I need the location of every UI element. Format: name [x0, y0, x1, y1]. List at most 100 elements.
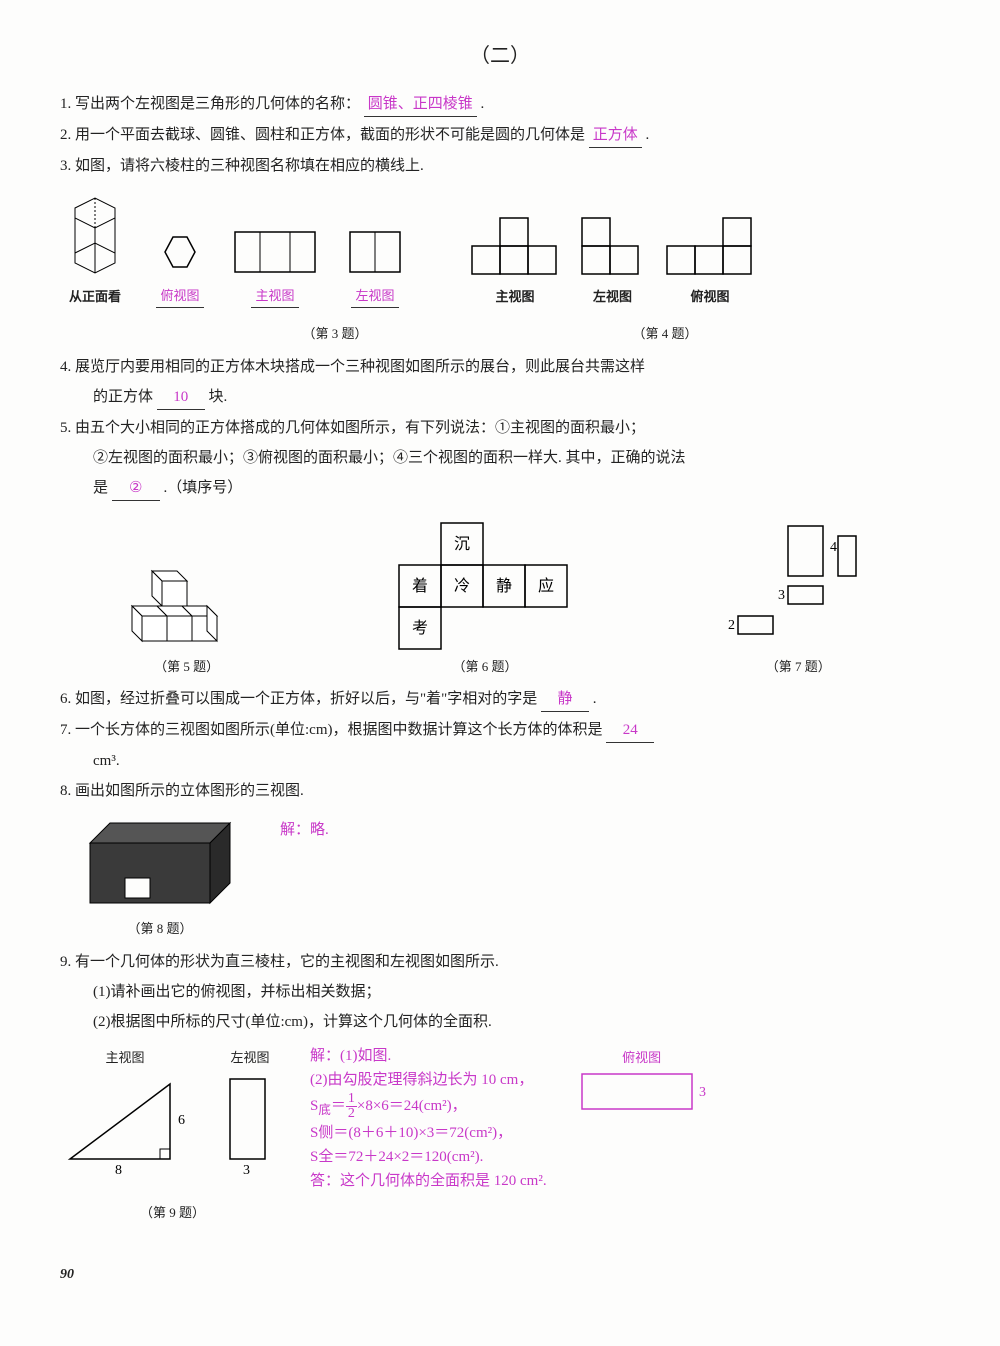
- q7-dim-b: 3: [778, 588, 785, 603]
- q4-top-view: 俯视图: [665, 213, 755, 308]
- q4-main-icon: [470, 213, 560, 283]
- q9-sol-l3c: ×8×6＝24(cm²)，: [357, 1098, 467, 1114]
- q4-line1: 4. 展览厅内要用相同的正方体木块搭成一个三种视图如图所示的展台，则此展台共需这…: [60, 359, 645, 375]
- q7-caption: （第 7 题）: [718, 657, 878, 678]
- q4-line2a: 的正方体: [93, 389, 153, 405]
- q7-answer: 24: [606, 718, 654, 743]
- q5-caption: （第 5 题）: [122, 657, 252, 678]
- q9-left-rect-icon: 3: [220, 1069, 280, 1179]
- q6-net-icon: 沉 着 冷 静 应 考: [395, 521, 575, 651]
- q3-text: 3. 如图，请将六棱柱的三种视图名称填在相应的横线上.: [60, 158, 424, 174]
- q9-sub2: (2)根据图中所标的尺寸(单位:cm)，计算这个几何体的全面积.: [60, 1010, 940, 1034]
- q3-caption: （第 3 题）: [302, 324, 367, 345]
- q3-main-rect-icon: [230, 222, 320, 282]
- q9-main-figure: 主视图 6 8: [60, 1044, 190, 1179]
- question-4-line2: 的正方体 10 块.: [60, 385, 940, 410]
- q9-sol-l3: S底＝12×8×6＝24(cm²)，: [310, 1092, 547, 1121]
- q7-text: 7. 一个长方体的三视图如图所示(单位:cm)，根据图中数据计算这个长方体的体积…: [60, 722, 603, 738]
- q5-line3b: .（填序号）: [164, 480, 243, 496]
- q4-line2b: 块.: [209, 389, 228, 405]
- q1-answer: 圆锥、正四棱锥: [364, 92, 477, 117]
- hexagon-icon: [150, 222, 210, 282]
- q9-main-label: 主视图: [60, 1048, 190, 1069]
- question-2: 2. 用一个平面去截球、圆锥、圆柱和正方体，截面的形状不可能是圆的几何体是 正方…: [60, 123, 940, 148]
- q3-main-view: 主视图: [230, 222, 320, 308]
- q7-views-icon: 4 3 2: [718, 521, 878, 651]
- q2-answer: 正方体: [589, 123, 642, 148]
- q4-label-0: 主视图: [470, 287, 560, 308]
- q6-text: 6. 如图，经过折叠可以围成一个正方体，折好以后，与"着"字相对的字是: [60, 691, 537, 707]
- q3-front-label: 从正面看: [60, 287, 130, 308]
- q2-text: 2. 用一个平面去截球、圆锥、圆柱和正方体，截面的形状不可能是圆的几何体是: [60, 127, 585, 143]
- q8-figure: （第 8 题）: [80, 813, 240, 940]
- question-5-line2: ②左视图的面积最小；③俯视图的面积最小；④三个视图的面积一样大. 其中，正确的说…: [60, 446, 940, 470]
- q3-left-view: 左视图: [340, 222, 410, 308]
- q1-tail: .: [481, 96, 485, 112]
- q5-answer: ②: [112, 476, 160, 501]
- question-7-unit: cm³.: [60, 749, 940, 773]
- q9-sol-l6: 答：这个几何体的全面积是 120 cm².: [310, 1169, 547, 1193]
- q9-sol-l1: 解：(1)如图.: [310, 1044, 547, 1068]
- question-5-line3: 是 ② .（填序号）: [60, 476, 940, 501]
- q6-figure: 沉 着 冷 静 应 考 （第 6 题）: [395, 521, 575, 678]
- question-8: 8. 画出如图所示的立体图形的三视图.: [60, 779, 940, 803]
- q3-label-0: 俯视图: [156, 286, 204, 308]
- q7-figure: 4 3 2 （第 7 题）: [718, 521, 878, 678]
- q4-answer: 10: [157, 385, 205, 410]
- q9-triangle-icon: 6 8: [60, 1069, 190, 1179]
- q9-top-dim: 3: [699, 1085, 706, 1100]
- q9-top-label: 俯视图: [577, 1048, 707, 1069]
- q3-q4-figures-row: 从正面看 俯视图 主视图 左视图 主视图: [60, 188, 940, 308]
- q5-figure: （第 5 题）: [122, 561, 252, 678]
- q9-dim-b: 6: [178, 1113, 185, 1128]
- q5-line1: 5. 由五个大小相同的正方体搭成的几何体如图所示，有下列说法：①主视图的面积最小…: [60, 420, 645, 436]
- q6-answer: 静: [541, 687, 589, 712]
- q9-sol-l3b: ＝: [331, 1098, 346, 1114]
- q9-sol-l3sub: 底: [318, 1103, 331, 1117]
- q8-answer: 解：略.: [280, 818, 329, 842]
- q4-left-view: 左视图: [580, 213, 645, 308]
- q9-caption: （第 9 题）: [140, 1203, 940, 1224]
- q3-hex-prism: 从正面看: [60, 188, 130, 308]
- q6-cell-0: 沉: [454, 535, 470, 553]
- q5-q6-q7-figures: （第 5 题） 沉 着 冷 静 应 考 （第 6 题） 4 3 2: [60, 521, 940, 678]
- page-number: 90: [60, 1264, 940, 1286]
- q6-tail: .: [593, 691, 597, 707]
- q4-caption: （第 4 题）: [632, 324, 697, 345]
- q6-cell-3: 静: [496, 577, 512, 595]
- q6-cell-1: 着: [412, 577, 428, 595]
- q6-caption: （第 6 题）: [395, 657, 575, 678]
- q4-main-view: 主视图: [470, 213, 560, 308]
- hex-prism-icon: [60, 188, 130, 283]
- q9-left-label: 左视图: [220, 1048, 280, 1069]
- q8-caption: （第 8 题）: [80, 919, 240, 940]
- q1-text: 1. 写出两个左视图是三角形的几何体的名称：: [60, 96, 360, 112]
- q7-unit: cm³.: [93, 753, 120, 769]
- question-7: 7. 一个长方体的三视图如图所示(单位:cm)，根据图中数据计算这个长方体的体积…: [60, 718, 940, 743]
- q9-sol-l2: (2)由勾股定理得斜边长为 10 cm，: [310, 1068, 547, 1092]
- section-title: （二）: [60, 40, 940, 72]
- q7-dim-c: 2: [728, 618, 735, 633]
- q7-dim-a: 4: [830, 540, 837, 555]
- q9-text: 9. 有一个几何体的形状为直三棱柱，它的主视图和左视图如图所示.: [60, 954, 499, 970]
- q2-tail: .: [646, 127, 650, 143]
- q9-sol-l5: S全＝72＋24×2＝120(cm²).: [310, 1145, 547, 1169]
- q8-row: （第 8 题） 解：略.: [60, 813, 940, 940]
- q6-cell-2: 冷: [454, 577, 470, 595]
- q4-left-icon: [580, 213, 645, 283]
- frac-den: 2: [346, 1107, 357, 1121]
- q4-top-icon: [665, 213, 755, 283]
- question-9: 9. 有一个几何体的形状为直三棱柱，它的主视图和左视图如图所示.: [60, 950, 940, 974]
- q5-cubes-icon: [122, 561, 252, 651]
- q5-line3a: 是: [93, 480, 108, 496]
- q6-cell-4: 应: [538, 576, 554, 595]
- q3-left-rect-icon: [340, 222, 410, 282]
- q9-solution: 解：(1)如图. (2)由勾股定理得斜边长为 10 cm， S底＝12×8×6＝…: [310, 1044, 547, 1193]
- q9-row: 主视图 6 8 左视图 3 解：(1)如图. (2)由勾股定理得斜边长为 10 …: [60, 1044, 940, 1193]
- q6-cell-5: 考: [412, 619, 428, 637]
- q9-sol-l4: S侧＝(8＋6＋10)×3＝72(cm²)，: [310, 1121, 547, 1145]
- q4-label-2: 俯视图: [665, 287, 755, 308]
- question-1: 1. 写出两个左视图是三角形的几何体的名称： 圆锥、正四棱锥 .: [60, 92, 940, 117]
- q5-line2: ②左视图的面积最小；③俯视图的面积最小；④三个视图的面积一样大. 其中，正确的说…: [93, 450, 686, 466]
- q3-label-2: 左视图: [351, 286, 399, 308]
